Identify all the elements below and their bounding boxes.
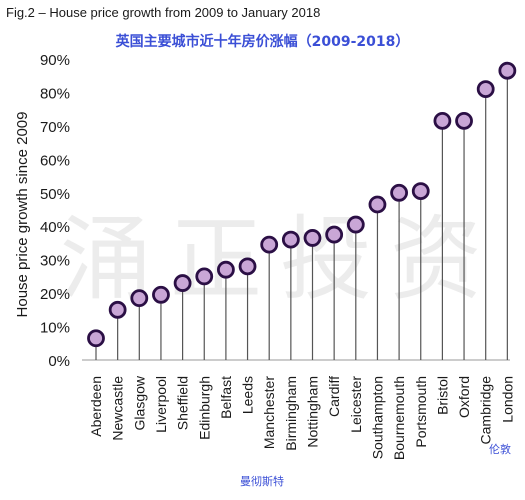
data-point — [216, 260, 235, 279]
data-point — [260, 235, 279, 254]
y-tick-label: 80% — [40, 85, 70, 102]
x-tick-label: Sheffield — [175, 376, 191, 430]
x-tick-label: Leeds — [240, 376, 256, 414]
data-point — [455, 111, 473, 130]
y-tick-label: 90% — [40, 52, 70, 69]
y-tick-label: 50% — [40, 186, 70, 203]
data-point — [325, 225, 344, 244]
y-tick-label: 10% — [40, 320, 70, 337]
x-tick-label: Belfast — [218, 376, 234, 419]
data-point — [303, 229, 322, 247]
y-tick-label: 70% — [40, 119, 70, 136]
x-tick-label: Cambridge — [478, 376, 494, 445]
x-tick-label: Nottingham — [305, 376, 321, 448]
data-point — [152, 285, 170, 304]
x-tick-label: Newcastle — [110, 376, 126, 441]
watermark: 涌正投资 — [60, 206, 501, 313]
x-tick-label: Leicester — [348, 376, 364, 433]
figure-title: Fig.2 – House price growth from 2009 to … — [6, 5, 321, 20]
y-tick-label: 30% — [40, 253, 70, 270]
x-tick-label: Liverpool — [153, 376, 169, 433]
x-tick-label: Southampton — [369, 376, 385, 459]
data-point — [108, 300, 127, 319]
x-tick-label: Bournemouth — [391, 376, 407, 460]
data-point — [281, 230, 300, 249]
y-tick-label: 20% — [40, 286, 70, 303]
data-point — [87, 329, 105, 348]
data-point — [498, 61, 517, 80]
manchester-annotation: 曼彻斯特 — [240, 475, 284, 488]
x-tick-label: Manchester — [261, 376, 277, 449]
data-point — [346, 215, 365, 234]
x-tick-label: Glasgow — [131, 375, 147, 430]
data-point — [130, 289, 149, 308]
y-axis-label: House price growth since 2009 — [14, 112, 31, 318]
y-tick-label: 60% — [40, 152, 70, 169]
data-point — [390, 183, 409, 202]
chinese-subtitle: 英国主要城市近十年房价涨幅（2009-2018） — [115, 34, 410, 50]
london-annotation: 伦敦 — [489, 443, 511, 456]
data-point — [238, 257, 257, 276]
x-tick-label: Cardiff — [326, 376, 342, 417]
data-point — [411, 182, 430, 201]
data-point — [476, 80, 495, 98]
y-tick-label: 0% — [48, 353, 70, 370]
x-tick-label: Bristol — [434, 376, 450, 415]
x-tick-label: Aberdeen — [88, 376, 104, 437]
y-tick-label: 40% — [40, 219, 70, 236]
data-point — [433, 111, 452, 130]
x-tick-label: Edinburgh — [196, 376, 212, 440]
x-tick-label: Birmingham — [283, 376, 299, 451]
data-point — [368, 195, 387, 214]
x-tick-label: Oxford — [456, 376, 472, 418]
data-point — [173, 274, 192, 292]
x-tick-label: London — [499, 376, 515, 423]
x-tick-label: Portsmouth — [413, 376, 429, 448]
data-point — [195, 267, 214, 286]
